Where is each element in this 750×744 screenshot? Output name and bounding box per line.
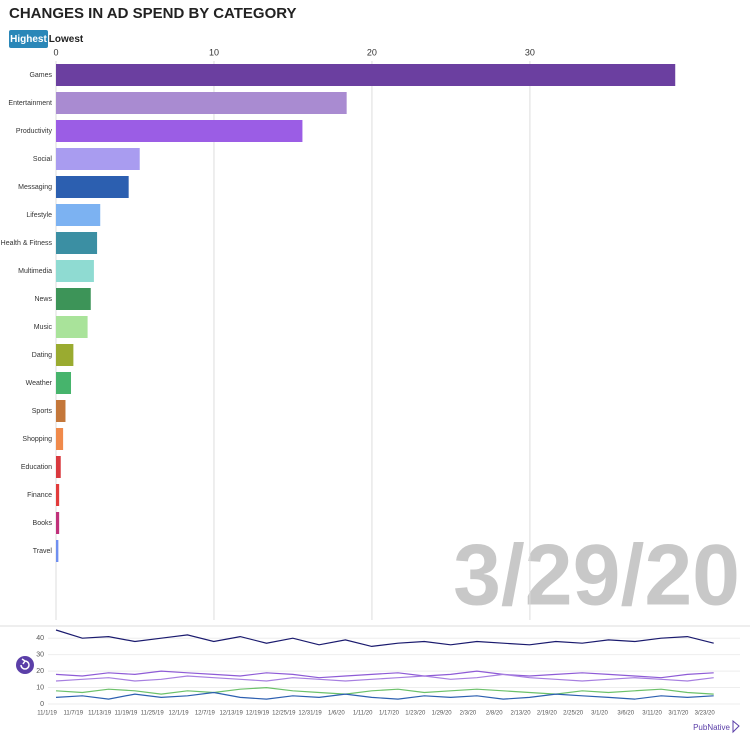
x-tick-label: 2/19/20 xyxy=(537,711,558,717)
bar xyxy=(56,484,60,506)
x-tick-label: 3/17/20 xyxy=(668,711,689,717)
category-label: Multimedia xyxy=(18,268,52,275)
category-label: Finance xyxy=(27,492,52,499)
x-tick-label: 10 xyxy=(209,47,219,57)
bar xyxy=(56,204,101,226)
button-lowest[interactable]: Lowest xyxy=(49,34,84,45)
category-label: Health & Fitness xyxy=(1,240,53,247)
x-tick-label: 30 xyxy=(525,47,535,57)
category-label: Dating xyxy=(32,352,52,359)
category-label: Productivity xyxy=(16,128,53,135)
x-tick-label: 12/19/19 xyxy=(246,711,270,717)
category-label: Books xyxy=(33,520,53,527)
y-tick-label: 0 xyxy=(40,701,44,708)
bar xyxy=(56,316,88,338)
x-tick-label: 3/11/20 xyxy=(642,711,662,717)
x-tick-label: 2/25/20 xyxy=(563,711,584,717)
bar xyxy=(56,92,347,114)
bar xyxy=(56,540,59,562)
bar xyxy=(56,260,94,282)
x-tick-label: 1/6/20 xyxy=(328,711,345,717)
y-tick-label: 30 xyxy=(36,652,44,659)
bar xyxy=(56,176,129,198)
x-tick-label: 12/25/19 xyxy=(272,711,296,717)
x-tick-label: 3/23/20 xyxy=(695,711,716,717)
category-label: Music xyxy=(34,324,53,331)
line xyxy=(55,673,714,682)
bar xyxy=(56,288,91,310)
x-tick-label: 11/25/19 xyxy=(141,711,165,717)
date-watermark: 3/29/20 xyxy=(453,528,740,624)
bar xyxy=(56,456,61,478)
bar xyxy=(56,512,60,534)
category-label: Games xyxy=(29,72,52,79)
x-tick-label: 11/1/19 xyxy=(37,711,57,717)
bar xyxy=(56,120,303,142)
category-label: Entertainment xyxy=(8,100,52,107)
x-tick-label: 11/19/19 xyxy=(114,711,138,717)
x-tick-label: 2/13/20 xyxy=(511,711,532,717)
x-tick-label: 12/31/19 xyxy=(298,711,322,717)
x-tick-label: 2/3/20 xyxy=(460,711,477,717)
category-label: Shopping xyxy=(22,436,52,443)
x-tick-label: 3/6/20 xyxy=(617,711,634,717)
bar xyxy=(56,428,64,450)
x-tick-label: 11/7/19 xyxy=(64,711,84,717)
x-tick-label: 0 xyxy=(53,47,58,57)
x-tick-label: 12/13/19 xyxy=(219,711,243,717)
y-tick-label: 40 xyxy=(36,635,44,642)
line xyxy=(55,691,714,700)
bar xyxy=(56,148,140,170)
category-label: Education xyxy=(21,464,52,471)
category-label: Weather xyxy=(26,380,53,387)
line xyxy=(55,670,714,679)
replay-icon xyxy=(20,658,30,670)
x-tick-label: 1/23/20 xyxy=(405,711,426,717)
category-label: Social xyxy=(33,156,53,163)
y-tick-label: 20 xyxy=(36,668,44,675)
x-tick-label: 1/11/20 xyxy=(353,711,373,717)
category-label: Messaging xyxy=(18,184,52,191)
x-tick-label: 1/29/20 xyxy=(432,711,453,717)
bar xyxy=(56,232,98,254)
x-tick-label: 1/17/20 xyxy=(379,711,400,717)
logo-icon xyxy=(732,719,740,734)
logo: PubNative xyxy=(693,723,730,732)
bar xyxy=(56,64,676,86)
chart-title: CHANGES IN AD SPEND BY CATEGORY xyxy=(9,5,297,22)
category-label: Travel xyxy=(33,548,53,555)
line xyxy=(55,629,714,648)
x-tick-label: 11/13/19 xyxy=(88,711,112,717)
x-tick-label: 20 xyxy=(367,47,377,57)
y-tick-label: 10 xyxy=(36,684,44,691)
category-label: News xyxy=(34,296,52,303)
replay-button[interactable] xyxy=(16,656,34,674)
x-tick-label: 2/8/20 xyxy=(486,711,503,717)
button-bg[interactable] xyxy=(9,30,48,48)
line xyxy=(55,686,714,695)
x-tick-label: 3/1/20 xyxy=(591,711,608,717)
category-label: Lifestyle xyxy=(26,212,52,219)
bar xyxy=(56,400,66,422)
button-highest[interactable]: Highest xyxy=(10,34,47,45)
bar xyxy=(56,344,74,366)
x-tick-label: 12/1/19 xyxy=(169,711,190,717)
x-tick-label: 12/7/19 xyxy=(195,711,216,717)
category-label: Sports xyxy=(32,408,53,415)
bar xyxy=(56,372,72,394)
